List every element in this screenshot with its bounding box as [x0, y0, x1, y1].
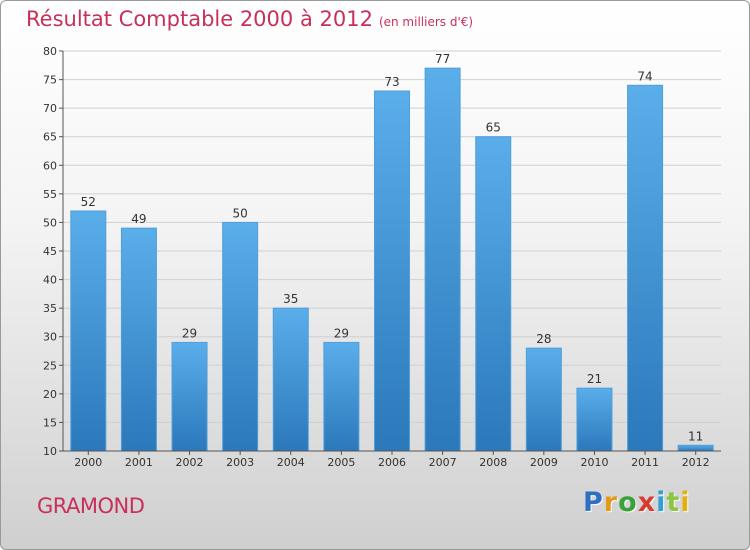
- bar: [222, 221, 259, 452]
- chart-title: Résultat Comptable 2000 à 2012 (en millie…: [26, 7, 473, 31]
- x-tick-label: 2005: [327, 456, 355, 469]
- data-label: 21: [587, 372, 602, 386]
- chart-title-text: Résultat Comptable 2000 à 2012: [26, 7, 373, 31]
- y-tick-label: 70: [43, 102, 57, 115]
- bar: [323, 341, 360, 452]
- x-axis: 2000 2001 2002 2003 2004 2005 2006 2007 2008 2009…: [63, 450, 721, 469]
- y-tick-label: 45: [43, 245, 57, 258]
- data-label: 29: [334, 326, 349, 340]
- y-tick-label: 50: [43, 216, 57, 229]
- x-tick-label: 2003: [226, 456, 254, 469]
- chart-subtitle: (en milliers d'€): [378, 15, 474, 29]
- y-tick-label: 65: [43, 131, 57, 144]
- bar: [70, 210, 107, 452]
- bar: [677, 444, 714, 452]
- bars: 52 49 29 50 35 29 73 77 65 28 21 74 11: [70, 52, 714, 452]
- bar: [171, 341, 208, 452]
- logo-letter: t: [666, 487, 681, 518]
- logo-letter: i: [680, 487, 691, 518]
- x-tick-label: 2006: [378, 456, 406, 469]
- bar: [374, 90, 410, 452]
- commune-name: GRAMOND: [37, 494, 145, 518]
- data-label: 65: [486, 121, 501, 135]
- data-label: 50: [233, 206, 248, 220]
- y-tick-label: 55: [43, 188, 57, 201]
- x-tick-label: 2001: [125, 456, 153, 469]
- y-axis: 10 15 20 25 30 35 40 45 50 55 60 65 70 75 80: [43, 45, 64, 458]
- data-label: 35: [283, 292, 298, 306]
- y-tick-label: 15: [43, 416, 57, 429]
- bar: [272, 307, 309, 452]
- data-label: 74: [637, 69, 652, 83]
- logo-letter: i: [656, 487, 667, 518]
- bar: [525, 347, 562, 452]
- data-label: 49: [131, 212, 146, 226]
- data-label: 77: [435, 52, 450, 66]
- logo-letter: P: [583, 487, 604, 518]
- x-tick-label: 2009: [530, 456, 558, 469]
- y-tick-label: 40: [43, 274, 57, 287]
- proxiti-logo[interactable]: Proxiti: [583, 487, 691, 518]
- data-label: 28: [536, 332, 551, 346]
- y-tick-label: 75: [43, 74, 57, 87]
- y-tick-label: 10: [43, 445, 57, 458]
- y-tick-label: 35: [43, 302, 57, 315]
- data-label: 73: [384, 75, 399, 89]
- x-tick-label: 2008: [479, 456, 507, 469]
- data-label: 52: [81, 195, 96, 209]
- data-label: 29: [182, 326, 197, 340]
- logo-letter: x: [637, 487, 657, 518]
- bar: [576, 387, 613, 452]
- bar: [120, 227, 157, 452]
- y-tick-label: 30: [43, 331, 57, 344]
- x-tick-label: 2012: [682, 456, 710, 469]
- y-tick-label: 60: [43, 159, 57, 172]
- logo-letter: r: [603, 487, 619, 518]
- data-label: 11: [688, 429, 703, 443]
- logo-letter: o: [618, 487, 638, 518]
- bar: [424, 67, 461, 452]
- bar: [627, 84, 664, 452]
- x-tick-label: 2002: [176, 456, 204, 469]
- x-tick-label: 2011: [631, 456, 659, 469]
- y-tick-label: 80: [43, 45, 57, 58]
- x-tick-label: 2010: [580, 456, 608, 469]
- bar: [475, 136, 512, 452]
- y-tick-label: 25: [43, 359, 57, 372]
- x-tick-label: 2007: [429, 456, 457, 469]
- y-tick-label: 20: [43, 388, 57, 401]
- x-tick-label: 2000: [74, 456, 102, 469]
- x-tick-label: 2004: [277, 456, 305, 469]
